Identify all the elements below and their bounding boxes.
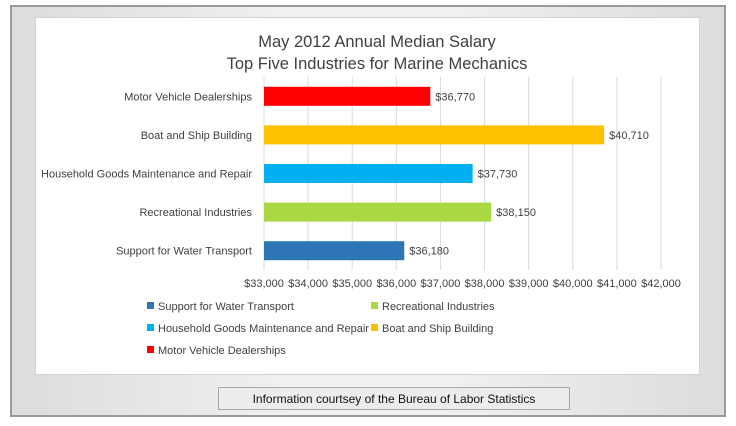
data-label: $37,730	[478, 169, 518, 181]
data-label: $36,180	[409, 246, 449, 258]
x-tick-label: $42,000	[641, 278, 681, 290]
bar	[264, 202, 492, 222]
x-axis-tick-labels: $33,000 $34,000 $35,000 $36,000 $37,000 $38,0…	[244, 278, 681, 290]
category-label: Recreational Industries	[139, 207, 252, 219]
x-tick-label: $41,000	[597, 278, 637, 290]
x-tick-label: $35,000	[332, 278, 372, 290]
category-label: Household Goods Maintenance and Repair	[41, 169, 252, 181]
data-label: $40,710	[609, 130, 649, 142]
legend-swatch	[371, 302, 378, 309]
bar	[264, 125, 605, 145]
legend-swatch	[371, 324, 378, 331]
x-tick-label: $36,000	[376, 278, 416, 290]
legend-label: Household Goods Maintenance and Repair	[158, 323, 369, 335]
legend-swatch	[147, 346, 154, 353]
source-note-text: Information courtsey of the Bureau of La…	[252, 391, 536, 406]
legend-label: Motor Vehicle Dealerships	[158, 345, 286, 357]
legend-label: Recreational Industries	[382, 301, 495, 313]
bar	[264, 164, 473, 183]
gridlines	[263, 77, 662, 270]
x-tick-label: $38,000	[465, 278, 505, 290]
category-label: Support for Water Transport	[116, 246, 252, 258]
chart-card: May 2012 Annual Median Salary Top Five I…	[35, 17, 700, 375]
legend-swatch	[147, 324, 154, 331]
legend-swatch	[147, 302, 154, 309]
x-tick-label: $40,000	[553, 278, 593, 290]
x-tick-label: $33,000	[244, 278, 284, 290]
data-label: $38,150	[496, 207, 536, 219]
source-note: Information courtsey of the Bureau of La…	[218, 387, 570, 410]
x-tick-label: $37,000	[421, 278, 461, 290]
legend-label: Boat and Ship Building	[382, 323, 493, 335]
chart-title: May 2012 Annual Median Salary	[258, 33, 496, 51]
bar-chart: May 2012 Annual Median Salary Top Five I…	[41, 33, 681, 357]
data-label: $36,770	[435, 91, 475, 103]
category-label: Boat and Ship Building	[141, 130, 252, 142]
legend: Support for Water Transport Recreational …	[147, 301, 495, 357]
x-tick-label: $39,000	[509, 278, 549, 290]
chart-subtitle: Top Five Industries for Marine Mechanics	[227, 55, 528, 73]
category-label: Motor Vehicle Dealerships	[124, 91, 252, 103]
bar	[264, 241, 405, 261]
x-tick-label: $34,000	[288, 278, 328, 290]
legend-label: Support for Water Transport	[158, 301, 294, 313]
bar	[264, 86, 431, 106]
category-labels: Motor Vehicle Dealerships Boat and Ship B…	[41, 91, 252, 257]
bars	[264, 86, 605, 261]
data-labels: $36,770 $40,710 $37,730 $38,150 $36,180	[409, 91, 649, 257]
